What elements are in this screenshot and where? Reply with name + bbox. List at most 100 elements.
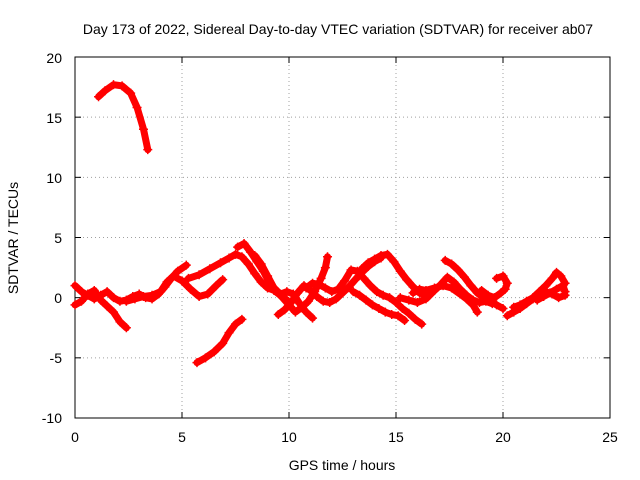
data-point [477, 285, 487, 295]
data-point [331, 294, 341, 304]
data-point [545, 288, 555, 298]
data-point [183, 273, 193, 283]
data-point [320, 263, 330, 273]
data-point [515, 300, 525, 310]
y-tick-label-3: 5 [54, 230, 62, 246]
x-tick-label-4: 20 [495, 429, 511, 445]
data-point [177, 276, 187, 286]
data-point [385, 293, 395, 303]
data-point [472, 307, 482, 317]
data-point [290, 307, 300, 317]
data-point [534, 287, 544, 297]
data-point [522, 296, 532, 306]
data-point [421, 294, 431, 304]
data-point [397, 303, 407, 313]
data-point [295, 299, 305, 309]
series-track-n [408, 281, 482, 317]
data-point [280, 305, 290, 315]
data-point [453, 265, 463, 275]
data-point [243, 259, 253, 269]
series-track-h [250, 251, 318, 323]
data-point [421, 285, 431, 295]
data-point [320, 283, 330, 293]
data-point [194, 291, 204, 301]
data-point [365, 281, 375, 291]
data-point [209, 347, 219, 357]
data-point [389, 257, 399, 267]
data-point [256, 259, 266, 269]
data-point [211, 281, 221, 291]
data-point [89, 285, 99, 295]
data-point [201, 353, 211, 363]
data-point [374, 303, 384, 313]
data-point [363, 258, 373, 268]
data-point [355, 290, 365, 300]
data-point [404, 308, 414, 318]
data-point [186, 284, 196, 294]
y-tick-label-2: 0 [54, 290, 62, 306]
data-point [76, 287, 86, 297]
series-track-o [440, 255, 508, 313]
data-point [239, 239, 249, 249]
data-point [293, 288, 303, 298]
data-point [303, 296, 313, 306]
data-point [489, 293, 499, 303]
data-point [156, 287, 166, 297]
series-track-j [301, 265, 427, 329]
data-point [314, 279, 324, 289]
data-point [231, 249, 240, 259]
data-point [502, 311, 512, 321]
x-tick-label-5: 25 [602, 429, 618, 445]
x-tick-label-3: 15 [388, 429, 404, 445]
data-point [147, 290, 157, 300]
data-point [121, 323, 131, 333]
data-point [117, 81, 127, 91]
data-point [109, 307, 119, 317]
series-track-k [348, 287, 410, 326]
data-point [96, 295, 106, 305]
data-point [438, 281, 448, 291]
series-track-s [532, 281, 570, 305]
data-point [378, 290, 388, 300]
data-point [100, 86, 110, 96]
axis-ticks [74, 56, 611, 419]
x-axis-title: GPS time / hours [289, 457, 396, 473]
data-point [218, 275, 228, 285]
data-point [412, 297, 422, 307]
data-point [459, 272, 469, 282]
data-point [138, 124, 148, 134]
data-point [367, 300, 377, 310]
data-point [539, 291, 549, 301]
data-point [541, 281, 551, 291]
data-point [218, 338, 228, 348]
series-trace-track-o [441, 256, 507, 312]
data-point [203, 289, 213, 299]
data-point [237, 314, 247, 324]
data-point [466, 281, 476, 291]
data-point [162, 277, 172, 287]
series-track-c [70, 285, 131, 333]
data-point [430, 283, 440, 293]
x-tick-label-1: 5 [178, 429, 186, 445]
y-tick-label-4: 10 [46, 170, 62, 186]
data-point [502, 278, 512, 288]
data-point [333, 284, 343, 294]
data-point [344, 282, 354, 292]
series-trace-track-r [510, 268, 569, 311]
grid-lines [75, 57, 610, 418]
data-point [372, 287, 382, 297]
data-point [393, 311, 403, 321]
data-point [376, 251, 386, 261]
data-point [370, 254, 380, 264]
series-trace-track-a [95, 81, 152, 154]
y-tick-label-5: 15 [46, 110, 62, 126]
data-point [275, 289, 285, 299]
data-point [115, 317, 125, 327]
data-point [447, 259, 457, 269]
data-point [449, 277, 459, 287]
data-point [558, 281, 568, 291]
data-point [404, 295, 414, 305]
data-point [269, 283, 279, 293]
data-point [70, 300, 80, 310]
data-point [308, 278, 318, 288]
